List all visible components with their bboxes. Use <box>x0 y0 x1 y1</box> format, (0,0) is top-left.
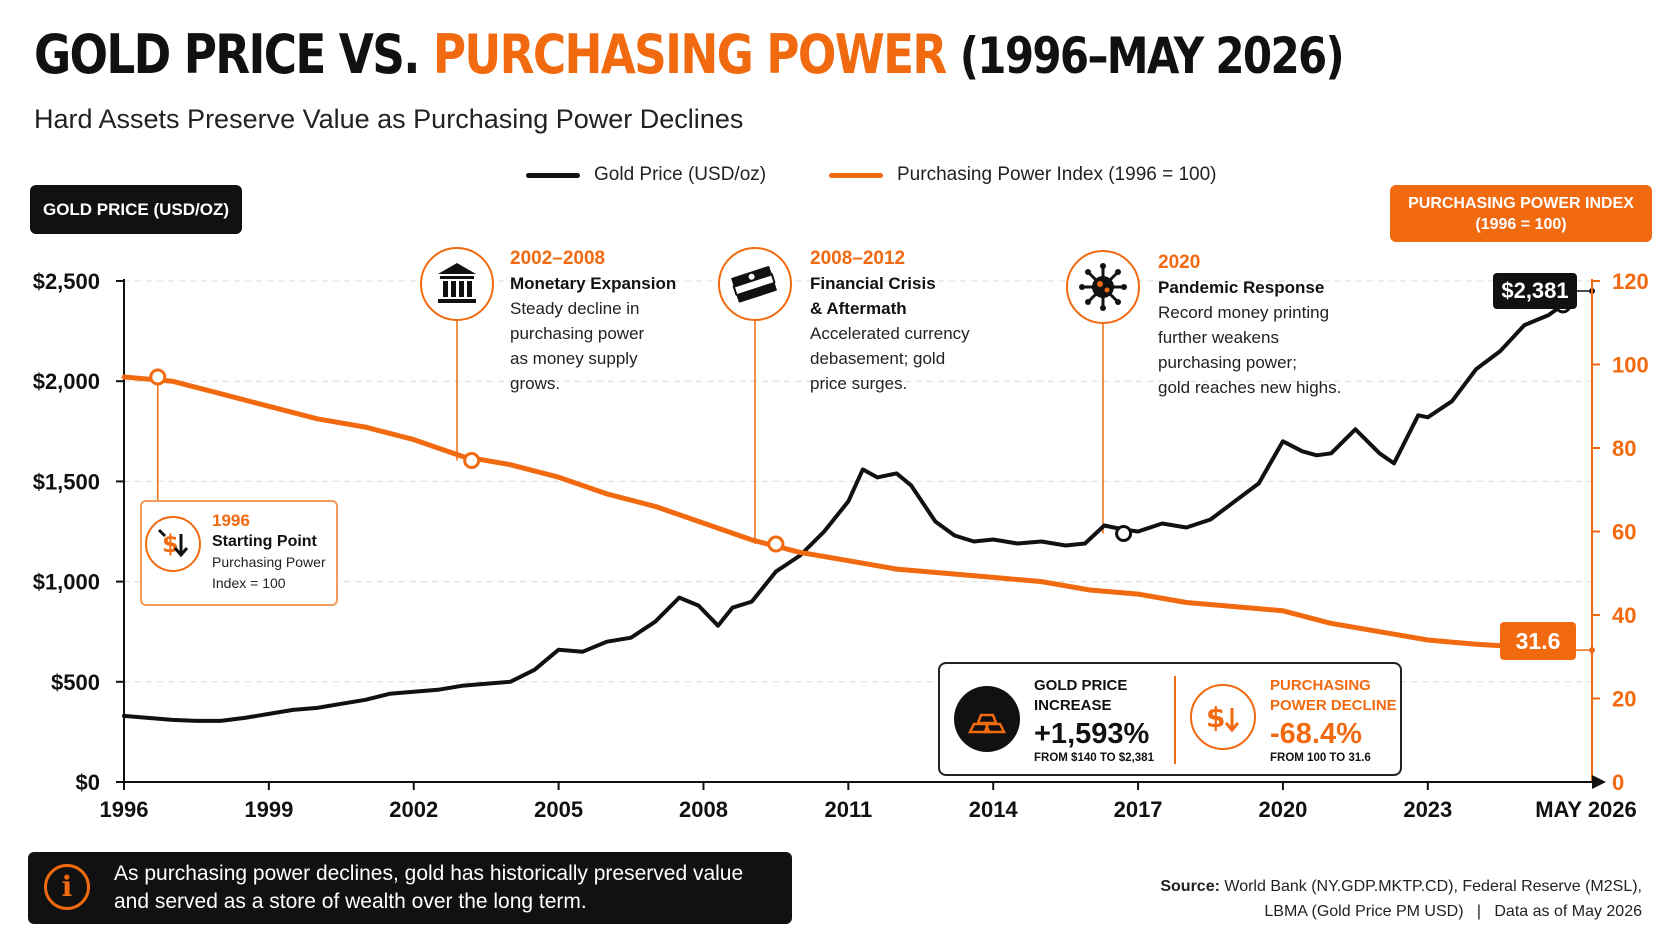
stat-gold-label: GOLD PRICE INCREASE <box>1034 677 1128 714</box>
x-axis-tick-label: MAY 2026 <box>1535 797 1637 822</box>
right-axis-tick-label: 120 <box>1612 269 1649 294</box>
annotation-2020: 2020 Pandemic Response Record money prin… <box>1158 250 1341 400</box>
annotation-2008-2012-year: 2008–2012 <box>810 248 906 269</box>
x-axis-arrow <box>1592 775 1606 789</box>
left-axis-badge: GOLD PRICE (USD/OZ) <box>30 185 242 234</box>
annotation-1996-body: Purchasing Power Index = 100 <box>212 554 326 591</box>
info-banner: i As purchasing power declines, gold has… <box>28 852 792 924</box>
left-axis-tick-label: $1,000 <box>33 570 100 595</box>
right-axis-tick-label: 80 <box>1612 436 1636 461</box>
stats-divider <box>1174 676 1176 764</box>
info-icon: i <box>44 864 90 910</box>
right-axis-tick-label: 40 <box>1612 603 1636 628</box>
legend-item-gold: Gold Price (USD/oz) <box>526 164 766 186</box>
gold-price-line <box>122 302 1565 723</box>
page-subtitle: Hard Assets Preserve Value as Purchasing… <box>34 104 744 134</box>
stats-box: GOLD PRICE INCREASE +1,593% FROM $140 TO… <box>938 662 1402 776</box>
chart-legend: Gold Price (USD/oz) Purchasing Power Ind… <box>0 164 1672 194</box>
annotation-1996-head: Starting Point <box>212 533 317 550</box>
annotation-2008-2012-head: Financial Crisis & Aftermath <box>810 274 936 318</box>
purchasing-power-line <box>121 374 1566 653</box>
legend-label-pp: Purchasing Power Index (1996 = 100) <box>897 164 1217 185</box>
page-title: GOLD PRICE VS. PURCHASING POWER (1996–MA… <box>34 24 1592 87</box>
svg-text:$: $ <box>162 530 179 558</box>
dollar-down-icon: $ <box>1190 684 1256 750</box>
right-axis-badge: PURCHASING POWER INDEX (1996 = 100) <box>1390 185 1652 242</box>
right-axis-tick-label: 60 <box>1612 520 1636 545</box>
x-axis-tick-label: 1999 <box>244 797 293 822</box>
cash-stack-icon <box>718 247 792 321</box>
gold-bars-icon <box>954 686 1020 752</box>
chart-axes: $0 $500 $1,000 $1,500 $2,000 $2,500 0 20 40 60 80 1… <box>33 269 1649 822</box>
annotation-2020-year: 2020 <box>1158 252 1201 273</box>
right-axis-tick-label: 20 <box>1612 687 1636 712</box>
legend-label-gold: Gold Price (USD/oz) <box>594 164 767 185</box>
left-axis-tick-label: $2,000 <box>33 369 100 394</box>
annotation-2020-head: Pandemic Response <box>1158 278 1325 297</box>
stat-pp: PURCHASING POWER DECLINE -68.4% FROM 100… <box>1270 676 1397 764</box>
source-line2: LBMA (Gold Price PM USD) | Data as of Ma… <box>1264 903 1642 920</box>
legend-swatch-gold <box>526 172 580 178</box>
annotation-2002-2008-head: Monetary Expansion <box>510 274 677 293</box>
data-marker <box>149 368 167 386</box>
title-part-1: GOLD PRICE VS. <box>34 23 420 86</box>
annotation-2002-2008: 2002–2008 Monetary Expansion Steady decl… <box>510 246 676 396</box>
x-axis-tick-label: 2008 <box>679 797 728 822</box>
stat-pp-value: -68.4% <box>1270 718 1362 750</box>
stat-gold: GOLD PRICE INCREASE +1,593% FROM $140 TO… <box>1034 676 1154 764</box>
legend-swatch-pp <box>829 172 883 178</box>
source-line1: World Bank (NY.GDP.MKTP.CD), Federal Res… <box>1224 878 1642 895</box>
title-part-2: PURCHASING POWER <box>432 23 947 86</box>
stat-gold-value: +1,593% <box>1034 718 1150 750</box>
gold-end-label: $2,381 <box>1493 273 1577 309</box>
info-text: As purchasing power declines, gold has h… <box>114 862 744 913</box>
title-part-3: (1996–MAY 2026) <box>959 27 1345 85</box>
dollar-down-icon: $ <box>145 516 201 572</box>
x-axis-tick-label: 2014 <box>969 797 1019 822</box>
pp-end-label: 31.6 <box>1500 622 1576 660</box>
annotation-2020-body: Record money printing further weakens pu… <box>1158 303 1342 397</box>
annotation-2002-2008-year: 2002–2008 <box>510 248 606 269</box>
annotation-2008-2012: 2008–2012 Financial Crisis & Aftermath A… <box>810 246 970 396</box>
data-marker <box>1115 525 1133 543</box>
stat-pp-label: PURCHASING POWER DECLINE <box>1270 677 1397 714</box>
source-note: Source: World Bank (NY.GDP.MKTP.CD), Fed… <box>1160 874 1642 924</box>
chart-series <box>121 302 1566 723</box>
stat-gold-sub: FROM $140 TO $2,381 <box>1034 752 1154 764</box>
left-axis-tick-label: $500 <box>51 670 100 695</box>
left-axis-tick-label: $0 <box>76 770 100 795</box>
x-axis-tick-label: 2011 <box>824 797 872 822</box>
x-axis-tick-label: 1996 <box>100 797 149 822</box>
bank-icon <box>420 247 494 321</box>
stat-pp-sub: FROM 100 TO 31.6 <box>1270 752 1371 764</box>
right-axis-tick-label: 100 <box>1612 353 1649 378</box>
annotation-2002-2008-body: Steady decline in purchasing power as mo… <box>510 299 645 393</box>
right-axis-tick-label: 0 <box>1612 770 1624 795</box>
x-axis-tick-label: 2002 <box>389 797 438 822</box>
x-axis-tick-label: 2005 <box>534 797 583 822</box>
svg-text:$: $ <box>1206 701 1225 734</box>
legend-item-pp: Purchasing Power Index (1996 = 100) <box>829 164 1217 186</box>
annotation-2008-2012-body: Accelerated currency debasement; gold pr… <box>810 324 970 393</box>
annotation-1996: $ 1996 Starting Point Purchasing Power I… <box>140 500 338 606</box>
source-label: Source: <box>1160 878 1220 895</box>
left-axis-tick-label: $1,500 <box>33 469 100 494</box>
x-axis-tick-label: 2020 <box>1258 797 1307 822</box>
right-axis-badge-line1: PURCHASING POWER INDEX <box>1408 194 1634 212</box>
data-marker <box>463 452 481 470</box>
right-axis-badge-line2: (1996 = 100) <box>1475 215 1567 233</box>
virus-icon <box>1066 250 1140 324</box>
data-marker <box>767 535 785 553</box>
annotation-1996-year: 1996 <box>212 511 250 530</box>
left-axis-tick-label: $2,500 <box>33 269 100 294</box>
x-axis-tick-label: 2023 <box>1403 797 1452 822</box>
x-axis-tick-label: 2017 <box>1114 797 1163 822</box>
